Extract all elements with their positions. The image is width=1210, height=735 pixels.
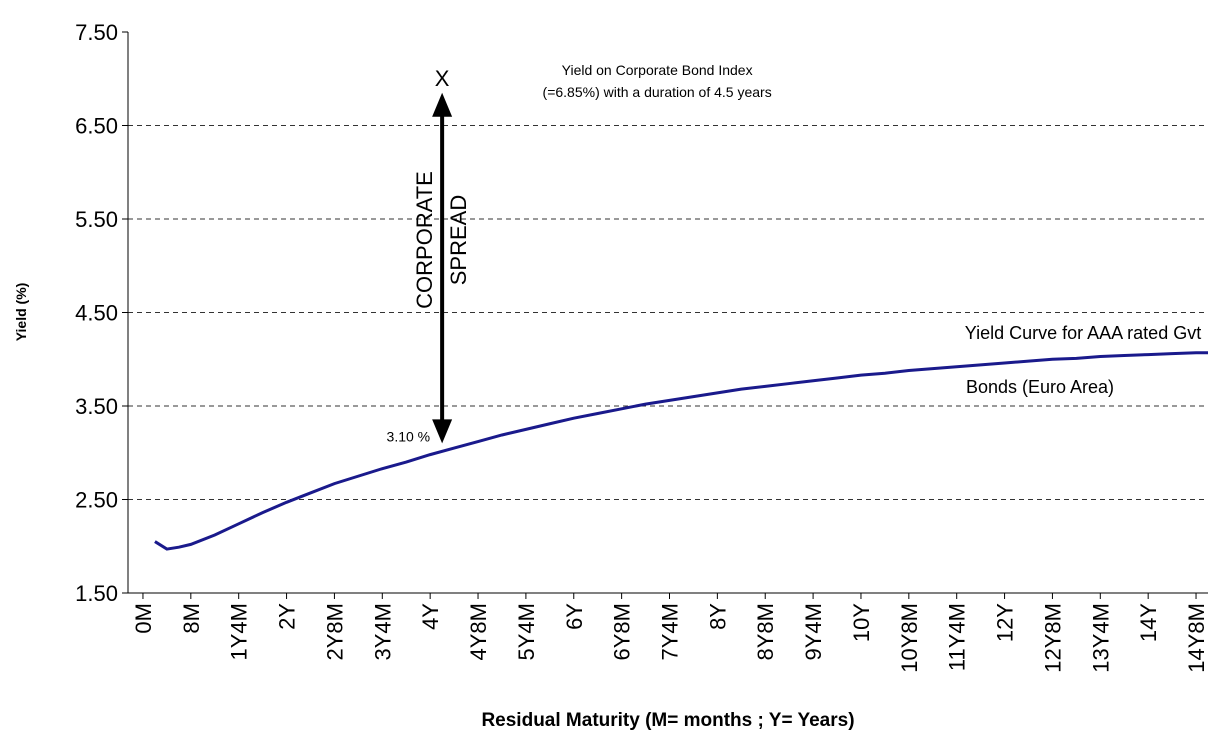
x-tick-label: 1Y4M xyxy=(227,603,252,660)
yield-curve xyxy=(154,351,1208,551)
x-tick-label: 0M xyxy=(131,603,156,634)
x-tick-label: 12Y8M xyxy=(1040,603,1065,673)
x-tick-label: 11Y4M xyxy=(945,603,970,671)
x-tick-label: 5Y4M xyxy=(514,603,539,660)
x-tick-label: 3Y4M xyxy=(370,603,395,660)
x-tick-label: 13Y4M xyxy=(1088,603,1113,673)
y-tick-label: 7.50 xyxy=(75,20,118,45)
corporate-label: (=6.85%) with a duration of 4.5 years xyxy=(543,84,772,100)
corporate-label: Yield on Corporate Bond Index xyxy=(562,62,753,78)
spread-label: CORPORATE xyxy=(412,171,437,309)
y-tick-label: 2.50 xyxy=(75,488,118,513)
x-tick-label: 8Y8M xyxy=(753,603,778,660)
x-tick-label: 6Y8M xyxy=(610,603,635,660)
x-tick-label: 6Y xyxy=(562,603,587,630)
x-tick-label: 14Y xyxy=(1136,603,1161,642)
x-tick-label: 8Y xyxy=(705,603,730,630)
x-tick-label: 2Y xyxy=(275,603,300,630)
x-tick-label: 12Y xyxy=(993,603,1018,642)
x-tick-label: 4Y xyxy=(418,603,443,630)
government-label: 3.10 % xyxy=(387,428,431,444)
x-tick-label: 14Y8M xyxy=(1184,603,1209,673)
curve-label: Bonds (Euro Area) xyxy=(966,377,1114,397)
arrow-head-bottom xyxy=(432,419,453,444)
x-axis-title: Residual Maturity (M= months ; Y= Years) xyxy=(481,710,854,731)
corporate-marker: X xyxy=(435,66,450,91)
y-axis-title: Yield (%) xyxy=(13,283,29,342)
x-tick-label: 4Y8M xyxy=(466,603,491,660)
x-tick-label: 2Y8M xyxy=(322,603,347,660)
curve-label: Yield Curve for AAA rated Gvt xyxy=(965,323,1201,343)
x-tick-label: 10Y xyxy=(849,603,874,642)
arrow-head-top xyxy=(432,92,453,117)
x-tick-label: 10Y8M xyxy=(897,603,922,673)
y-tick-label: 3.50 xyxy=(75,394,118,419)
y-tick-label: 5.50 xyxy=(75,207,118,232)
y-tick-label: 1.50 xyxy=(75,581,118,606)
x-tick-label: 7Y4M xyxy=(657,603,682,660)
x-tick-label: 9Y4M xyxy=(801,603,826,660)
y-tick-label: 4.50 xyxy=(75,301,118,326)
y-tick-label: 6.50 xyxy=(75,114,118,139)
x-tick-label: 8M xyxy=(179,603,204,634)
spread-label: SPREAD xyxy=(446,195,471,285)
